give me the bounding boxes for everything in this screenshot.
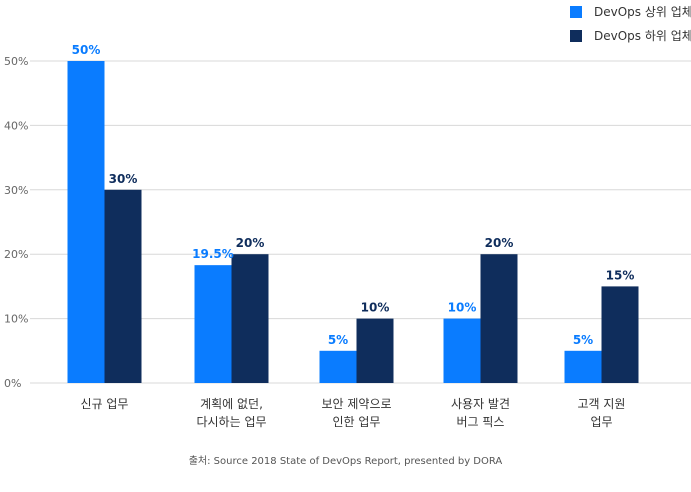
data-label: 15% (606, 268, 635, 282)
category-label-line: 고객 지원 (578, 397, 626, 411)
source-note: 출처: Source 2018 State of DevOps Report, … (188, 456, 503, 467)
bar-top-0 (67, 61, 105, 383)
data-label: 19.5% (192, 247, 234, 261)
y-tick-label: 20% (4, 248, 28, 261)
data-label: 10% (448, 301, 477, 315)
bar-bottom-1 (231, 254, 269, 383)
legend-swatch (570, 30, 582, 42)
bar-top-2 (319, 350, 357, 383)
category-label: 계획에 없던, 다시하는 업무 (196, 397, 266, 429)
bar-bottom-4 (601, 286, 639, 383)
y-tick-label: 30% (4, 184, 28, 197)
bar-bottom-3 (480, 254, 518, 383)
legend-label: DevOps 상위 업체 (594, 5, 691, 19)
bar-bottom-0 (104, 189, 142, 383)
data-label: 20% (236, 236, 265, 250)
y-tick-label: 50% (4, 55, 28, 68)
legend-swatch (570, 6, 582, 18)
category-label: 신규 업무 (81, 397, 129, 411)
y-axis-ticks: 0% 10% 20% 30% 40% 50% (4, 55, 28, 390)
category-label-line: 보안 제약으로 (321, 396, 391, 411)
category-label-line: 업무 (590, 415, 612, 429)
data-label: 5% (328, 333, 348, 347)
data-label: 10% (361, 301, 390, 315)
legend: DevOps 상위 업체 DevOps 하위 업체 (570, 5, 691, 43)
bar-top-4 (564, 350, 602, 383)
category-label-line: 버그 픽스 (457, 415, 505, 429)
bars (67, 61, 639, 383)
category-label-line: 사용자 발견 (451, 397, 510, 411)
data-label: 30% (109, 172, 138, 186)
category-label-line: 인한 업무 (333, 415, 381, 429)
category-label-line: 신규 업무 (81, 397, 129, 411)
data-label: 50% (72, 43, 101, 57)
bar-top-3 (443, 318, 481, 383)
bar-top-1 (194, 265, 232, 383)
category-label-line: 다시하는 업무 (196, 415, 266, 429)
y-tick-label: 10% (4, 313, 28, 326)
data-labels: 50% 19.5% 5% 10% 5% 30% 20% 10% 20% 15% (72, 43, 635, 347)
y-tick-label: 40% (4, 119, 28, 132)
category-label-line: 계획에 없던, (200, 397, 263, 411)
bar-bottom-2 (356, 318, 394, 383)
legend-label: DevOps 하위 업체 (594, 29, 691, 43)
data-label: 5% (573, 333, 593, 347)
y-tick-label: 0% (4, 377, 21, 390)
data-label: 20% (485, 236, 514, 250)
